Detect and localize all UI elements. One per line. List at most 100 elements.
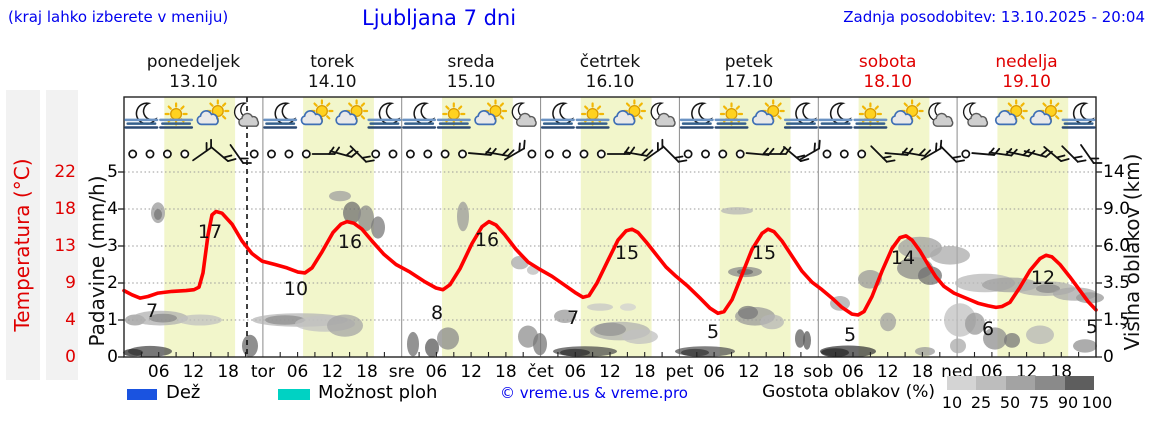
cloudheight-tick: 14 — [1103, 162, 1125, 182]
cloud-blob — [821, 348, 849, 357]
wind-calm-icon — [301, 149, 311, 159]
temp-value-label: 12 — [1030, 267, 1056, 289]
temp-value-label: 7 — [145, 300, 159, 322]
wind-calm-icon — [701, 149, 710, 159]
day-date: 17.10 — [724, 72, 774, 92]
moon-cloud-icon — [929, 103, 953, 126]
wind-calm-icon — [562, 149, 572, 159]
cloud-blob — [738, 305, 758, 320]
temp-curve — [122, 209, 1098, 317]
cloud-density-scale — [947, 376, 1094, 390]
day-date: 15.10 — [446, 72, 496, 92]
left-gutter-strip-2 — [46, 90, 78, 380]
cloud-blob — [554, 309, 576, 323]
cloud-blob — [425, 338, 439, 358]
hour-label: 18 — [356, 362, 378, 382]
moon-cloud-icon — [512, 103, 536, 126]
hour-label: 18 — [495, 362, 517, 382]
last-updated: Zadnja posodobitev: 13.10.2025 - 20:04 — [843, 8, 1145, 26]
wind-calm-icon — [683, 149, 693, 159]
cloud-density-scale-segment — [1035, 376, 1065, 390]
temp-value-label: 5 — [843, 324, 857, 346]
wind-calm-icon — [961, 149, 971, 159]
day-name: petek — [724, 52, 773, 72]
cloud-density-scale-segment — [1064, 376, 1094, 390]
wind-calm-icon — [440, 149, 450, 159]
cloud-density-scale-label: 50 — [999, 393, 1021, 412]
hour-label: 06 — [425, 362, 448, 382]
day-name: sreda — [447, 52, 495, 72]
wind-calm-icon — [839, 149, 849, 159]
cloud-blob — [880, 312, 896, 332]
moon-fog-icon — [124, 103, 158, 129]
cloud-blob — [950, 338, 966, 354]
day-abbr-label: sre — [388, 362, 415, 382]
cloud-blob — [407, 331, 419, 357]
wind-calm-icon — [371, 149, 381, 159]
wind-calm-icon — [388, 149, 398, 159]
wind-calm-icon — [267, 149, 276, 159]
hour-label: 18 — [911, 362, 934, 382]
precip-tick: 3 — [107, 236, 118, 256]
shower-legend-swatch — [278, 389, 310, 400]
hour-label: 18 — [633, 362, 656, 382]
temp-tick: 0 — [65, 347, 76, 367]
cloudheight-tick: 3.5 — [1103, 273, 1131, 293]
wind-calm-icon — [857, 149, 867, 159]
cloud-blob — [1073, 339, 1097, 353]
cloud-blob — [983, 327, 1007, 350]
cloud-blob — [930, 246, 970, 265]
wind-calm-icon — [718, 149, 728, 159]
cloud-blob — [371, 216, 385, 239]
day-abbr-label: sob — [803, 362, 834, 382]
hour-label: 06 — [703, 362, 725, 382]
hour-label: 12 — [738, 362, 760, 382]
temp-value-label: 6 — [981, 318, 995, 340]
temp-tick: 13 — [54, 236, 76, 256]
temp-tick: 9 — [65, 273, 76, 293]
temp-tick: 22 — [54, 162, 76, 182]
cloud-blob — [915, 347, 935, 356]
credit-link[interactable]: © vreme.us & vreme.pro — [500, 384, 688, 402]
location-hint: (kraj lahko izberete v meniju) — [8, 8, 229, 26]
moon-fog-icon — [541, 103, 575, 129]
cloud-blob — [1026, 325, 1054, 345]
cloudheight-tick: 0 — [1103, 347, 1114, 367]
cloud-blob — [329, 190, 351, 202]
cloud-density-scale-label: 90 — [1057, 393, 1079, 412]
moon-cloud-icon — [964, 103, 988, 126]
left-gutter-strip — [6, 90, 40, 380]
wind-calm-icon — [458, 149, 467, 159]
temp-tick: 4 — [65, 310, 76, 330]
day-abbr-label: tor — [250, 362, 275, 382]
day-abbr-label: pet — [665, 362, 694, 382]
temp-value-label: 8 — [430, 302, 444, 324]
temp-value-label: 15 — [751, 242, 777, 264]
wind-calm-icon — [145, 149, 155, 159]
wind-calm-icon — [596, 149, 606, 159]
day-date: 13.10 — [169, 72, 218, 92]
cloud-blob — [242, 334, 258, 357]
cloud-blob — [1036, 284, 1060, 293]
day-name: ponedeljek — [146, 52, 241, 72]
wind-calm-icon — [128, 149, 138, 159]
cloud-blob — [622, 329, 658, 344]
day-name: četrtek — [579, 52, 641, 72]
cloud-blob — [457, 201, 469, 232]
precip-tick: 2 — [107, 273, 118, 293]
temp-value-label: 5 — [1085, 316, 1099, 338]
cloud-density-scale-label: 75 — [1028, 393, 1050, 412]
wind-calm-icon — [544, 149, 554, 159]
page-title: Ljubljana 7 dni — [362, 6, 517, 30]
temp-value-label: 5 — [706, 321, 720, 343]
cloud-blob — [803, 331, 811, 350]
cloud-blob — [327, 314, 363, 337]
day-name: sobota — [858, 52, 917, 72]
moon-cloud-icon — [651, 103, 675, 126]
temp-value-label: 17 — [197, 221, 223, 243]
daylight-band — [580, 97, 652, 357]
precip-tick: 1 — [107, 310, 118, 330]
temp-tick: 18 — [54, 199, 76, 219]
cloud-blob — [437, 327, 459, 350]
